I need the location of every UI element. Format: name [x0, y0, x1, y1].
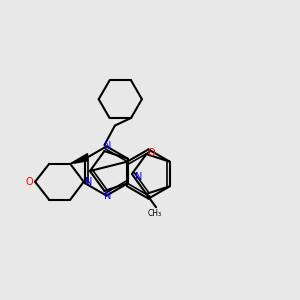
Text: N: N	[104, 141, 112, 151]
Text: O: O	[26, 177, 34, 187]
Text: N: N	[135, 172, 142, 182]
Polygon shape	[70, 154, 88, 164]
Text: O: O	[148, 148, 156, 158]
Text: CH₃: CH₃	[148, 209, 162, 218]
Text: N: N	[104, 191, 112, 201]
Text: N: N	[85, 177, 92, 187]
